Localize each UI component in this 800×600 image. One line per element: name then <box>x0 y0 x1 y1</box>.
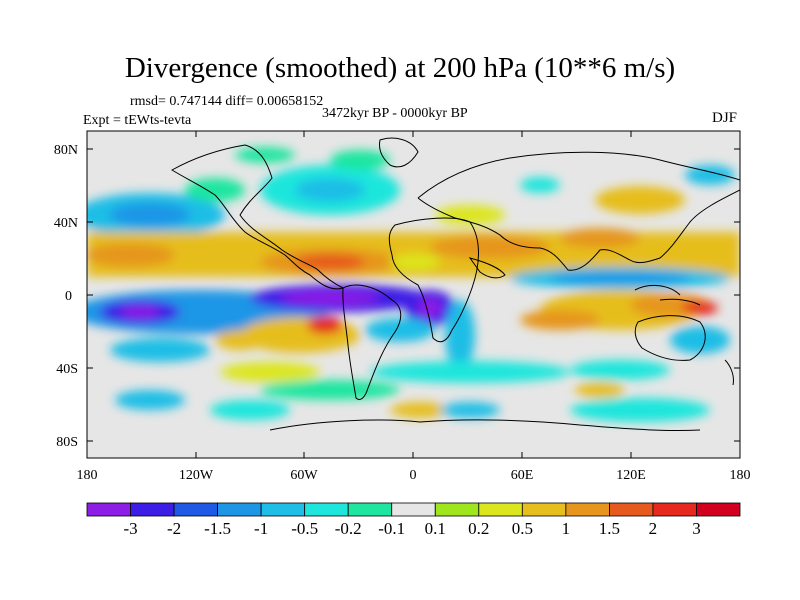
colorbar-swatch <box>173 502 218 517</box>
lon-tick-label: 180 <box>730 468 751 483</box>
colorbar-label: 0.2 <box>468 519 489 538</box>
colorbar-swatch <box>391 502 436 517</box>
colorbar-label: -2 <box>167 519 181 538</box>
coastlines <box>171 137 740 432</box>
colorbar-swatch <box>609 502 654 517</box>
axis-ticks <box>87 131 740 458</box>
colorbar-label: 3 <box>692 519 701 538</box>
colorbar-swatch <box>565 502 610 517</box>
stats-text: rmsd= 0.747144 diff= 0.00658152 <box>130 94 324 109</box>
divergence-field <box>87 131 740 458</box>
colorbar-label: 2 <box>649 519 658 538</box>
colorbar-label: -0.1 <box>378 519 405 538</box>
lon-tick-label: 0 <box>410 468 417 483</box>
lon-tick-label: 120W <box>179 468 214 483</box>
lon-tick-label: 60E <box>511 468 534 483</box>
colorbar-label: -3 <box>123 519 137 538</box>
map-title: Divergence (smoothed) at 200 hPa (10**6 … <box>124 52 676 84</box>
colorbar-swatch <box>434 502 480 517</box>
colorbar-label: -0.5 <box>291 519 318 538</box>
season-label: DJF <box>712 110 738 126</box>
colorbar-swatch <box>304 502 349 517</box>
colorbar-label: -1 <box>254 519 268 538</box>
period-label: 3472kyr BP - 0000kyr BP <box>322 106 468 121</box>
colorbar-label: 0.5 <box>512 519 533 538</box>
colorbar-label: -0.2 <box>335 519 362 538</box>
lat-tick-label: 40S <box>56 362 78 377</box>
experiment-label: Expt = tEWts-tevta <box>83 113 192 128</box>
colorbar-swatch <box>260 502 306 517</box>
colorbar-swatch <box>696 502 741 517</box>
colorbar-swatch <box>652 502 697 517</box>
lat-tick-label: 80S <box>56 435 78 450</box>
lat-tick-label: 0 <box>65 289 72 304</box>
colorbar-swatch <box>86 502 131 517</box>
colorbar: -3 -2 -1.5 -1 -0.5 -0.2 -0.1 0.1 0.2 0.5 1 1.5 2 3 <box>86 502 741 538</box>
colorbar-swatch <box>478 502 523 517</box>
lat-tick-label: 80N <box>54 143 78 158</box>
colorbar-label: -1.5 <box>204 519 231 538</box>
colorbar-label: 1.5 <box>599 519 620 538</box>
lon-tick-label: 60W <box>290 468 318 483</box>
colorbar-swatch <box>347 502 393 517</box>
colorbar-swatch <box>217 502 262 517</box>
lon-tick-label: 120E <box>616 468 646 483</box>
colorbar-swatch <box>521 502 567 517</box>
colorbar-label: 1 <box>562 519 571 538</box>
lon-tick-label: 180 <box>77 468 98 483</box>
lat-tick-label: 40N <box>54 216 78 231</box>
colorbar-swatch <box>130 502 175 517</box>
colorbar-label: 0.1 <box>425 519 446 538</box>
